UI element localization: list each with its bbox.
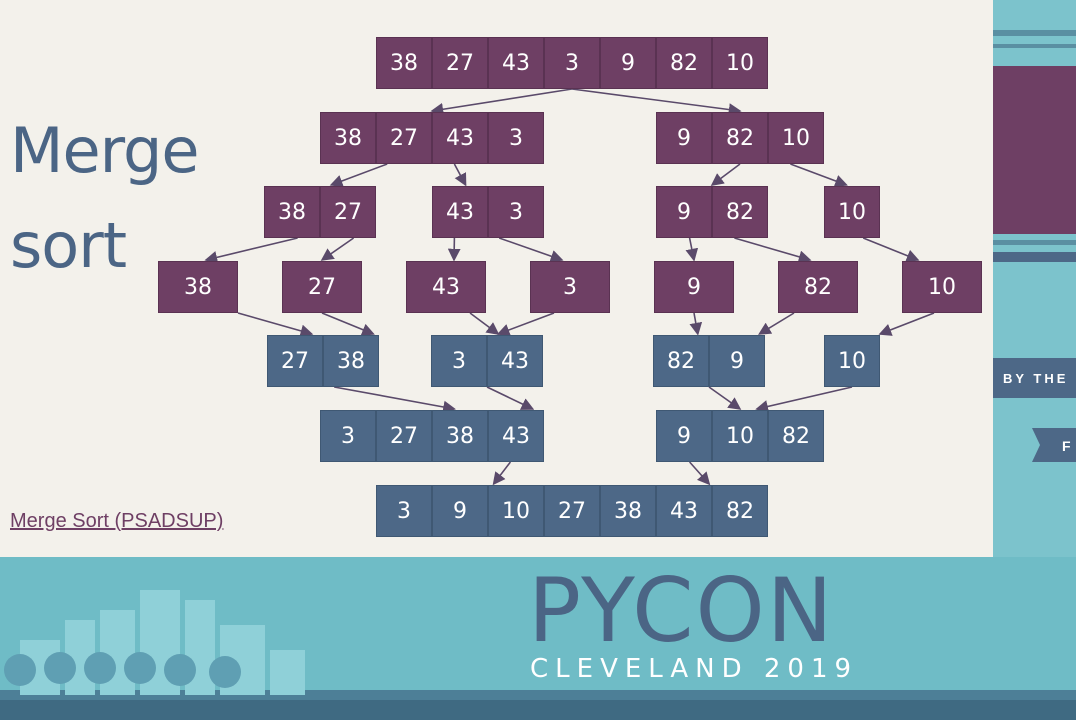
arrow-5	[790, 163, 848, 188]
cell-level2-group2-0: 9	[656, 186, 712, 238]
cell-level5-group0-1: 27	[376, 410, 432, 462]
cell-level0-group0-5: 82	[656, 37, 712, 89]
cell-level4-group2-1: 9	[709, 335, 765, 387]
cell-level0-group0-1: 27	[432, 37, 488, 89]
cell-level0-group0-0: 38	[376, 37, 432, 89]
cell-level0-group0-4: 9	[600, 37, 656, 89]
cell-level6-group0-1: 9	[432, 485, 488, 537]
side-banner-text: BY THE	[1003, 371, 1069, 386]
cell-level3-group6-0: 10	[902, 261, 982, 313]
cell-level2-group0-0: 38	[264, 186, 320, 238]
arrow-16	[496, 312, 555, 337]
cell-level2-group1-0: 43	[432, 186, 488, 238]
cell-level5-group0-2: 38	[432, 410, 488, 462]
cell-level6-group0-3: 27	[544, 485, 600, 537]
cell-level6-group0-5: 43	[656, 485, 712, 537]
cell-level4-group2-0: 82	[653, 335, 709, 387]
cell-level4-group0-1: 38	[323, 335, 379, 387]
event-location-text: CLEVELAND 2019	[530, 654, 859, 684]
cell-level1-group1-1: 82	[712, 112, 768, 164]
arrow-23	[755, 386, 853, 413]
slide-title-line-2: sort	[10, 209, 127, 282]
cell-level4-group1-1: 43	[487, 335, 543, 387]
arrow-11	[734, 237, 812, 264]
cell-level5-group0-3: 43	[488, 410, 544, 462]
cell-level2-group0-1: 27	[320, 186, 376, 238]
event-logo-text: PYCON	[528, 559, 835, 662]
slide-title-line-1: Merge	[10, 114, 200, 187]
cell-level5-group1-0: 9	[656, 410, 712, 462]
cell-level0-group0-6: 10	[712, 37, 768, 89]
cell-level0-group0-2: 43	[488, 37, 544, 89]
arrow-19	[878, 312, 935, 336]
arrow-10	[685, 237, 699, 262]
cell-level6-group0-4: 38	[600, 485, 656, 537]
arrow-22	[708, 386, 742, 410]
cell-level6-group0-0: 3	[376, 485, 432, 537]
arrow-25	[689, 461, 711, 486]
cell-level3-group3-0: 3	[530, 261, 610, 313]
cell-level1-group0-0: 38	[320, 112, 376, 164]
cell-level3-group4-0: 9	[654, 261, 734, 313]
cell-level1-group0-2: 43	[432, 112, 488, 164]
arrow-4	[710, 163, 741, 186]
cell-level6-group0-6: 82	[712, 485, 768, 537]
arrow-6	[204, 237, 298, 264]
arrow-12	[862, 237, 920, 262]
source-link[interactable]: Merge Sort (PSADSUP)	[10, 510, 224, 532]
arrow-0	[430, 88, 573, 116]
arrow-18	[758, 312, 795, 335]
arrow-15	[469, 312, 500, 335]
cell-level4-group0-0: 27	[267, 335, 323, 387]
cell-level0-group0-3: 3	[544, 37, 600, 89]
cell-level3-group5-0: 82	[778, 261, 858, 313]
arrow-3	[453, 163, 467, 187]
arrow-24	[492, 461, 512, 486]
cell-level3-group0-0: 38	[158, 261, 238, 313]
arrow-21	[486, 386, 535, 410]
arrow-13	[237, 312, 314, 338]
cell-level1-group1-2: 10	[768, 112, 824, 164]
cell-level3-group1-0: 27	[282, 261, 362, 313]
cell-level2-group3-0: 10	[824, 186, 880, 238]
merge-sort-arrows	[204, 88, 935, 486]
cell-level5-group0-0: 3	[320, 410, 376, 462]
arrow-14	[321, 312, 375, 336]
arrow-9	[498, 237, 564, 263]
cell-level4-group3-0: 10	[824, 335, 880, 387]
arrow-1	[571, 88, 742, 116]
cell-level2-group1-1: 3	[488, 186, 544, 238]
cell-level4-group1-0: 3	[431, 335, 487, 387]
cell-level5-group1-2: 82	[768, 410, 824, 462]
cell-level3-group2-0: 43	[406, 261, 486, 313]
cell-level2-group2-1: 82	[712, 186, 768, 238]
arrow-2	[329, 163, 388, 188]
cell-level1-group0-1: 27	[376, 112, 432, 164]
cell-level6-group0-2: 10	[488, 485, 544, 537]
cell-level1-group1-0: 9	[656, 112, 712, 164]
arrow-7	[320, 237, 355, 261]
cell-level5-group1-1: 10	[712, 410, 768, 462]
cell-level1-group0-3: 3	[488, 112, 544, 164]
side-badge-text: F	[1062, 438, 1071, 454]
arrow-20	[334, 386, 456, 414]
arrow-17	[689, 312, 703, 336]
